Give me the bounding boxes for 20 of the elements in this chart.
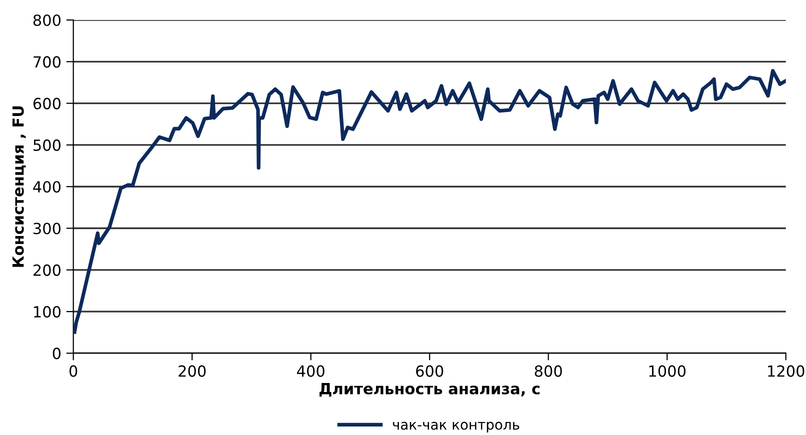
x-tick-label: 0 — [69, 365, 78, 377]
x-tick-label: 800 — [534, 365, 562, 377]
x-tick-label: 1000 — [649, 365, 686, 377]
y-tick-label: 700 — [34, 56, 61, 68]
y-tick-label: 200 — [34, 264, 61, 276]
y-tick-label: 100 — [34, 306, 61, 318]
line-series — [73, 69, 786, 334]
y-tick-label: 400 — [33, 181, 61, 193]
y-tick-label: 500 — [34, 139, 61, 151]
x-axis-title: Длительность анализа, с — [320, 383, 540, 397]
y-tick-label: 300 — [34, 222, 61, 234]
legend-label: чак-чак контроль — [392, 422, 520, 432]
x-tick-label: 600 — [416, 365, 444, 377]
y-axis-title: Консистенция , FU — [12, 106, 26, 267]
y-tick-label: 0 — [52, 348, 61, 360]
x-tick-label: 1200 — [768, 365, 804, 377]
x-tick-label: 400 — [297, 365, 324, 377]
y-tick-label: 800 — [33, 14, 61, 26]
y-tick-label: 600 — [33, 98, 61, 110]
x-tick-label: 200 — [178, 365, 206, 377]
